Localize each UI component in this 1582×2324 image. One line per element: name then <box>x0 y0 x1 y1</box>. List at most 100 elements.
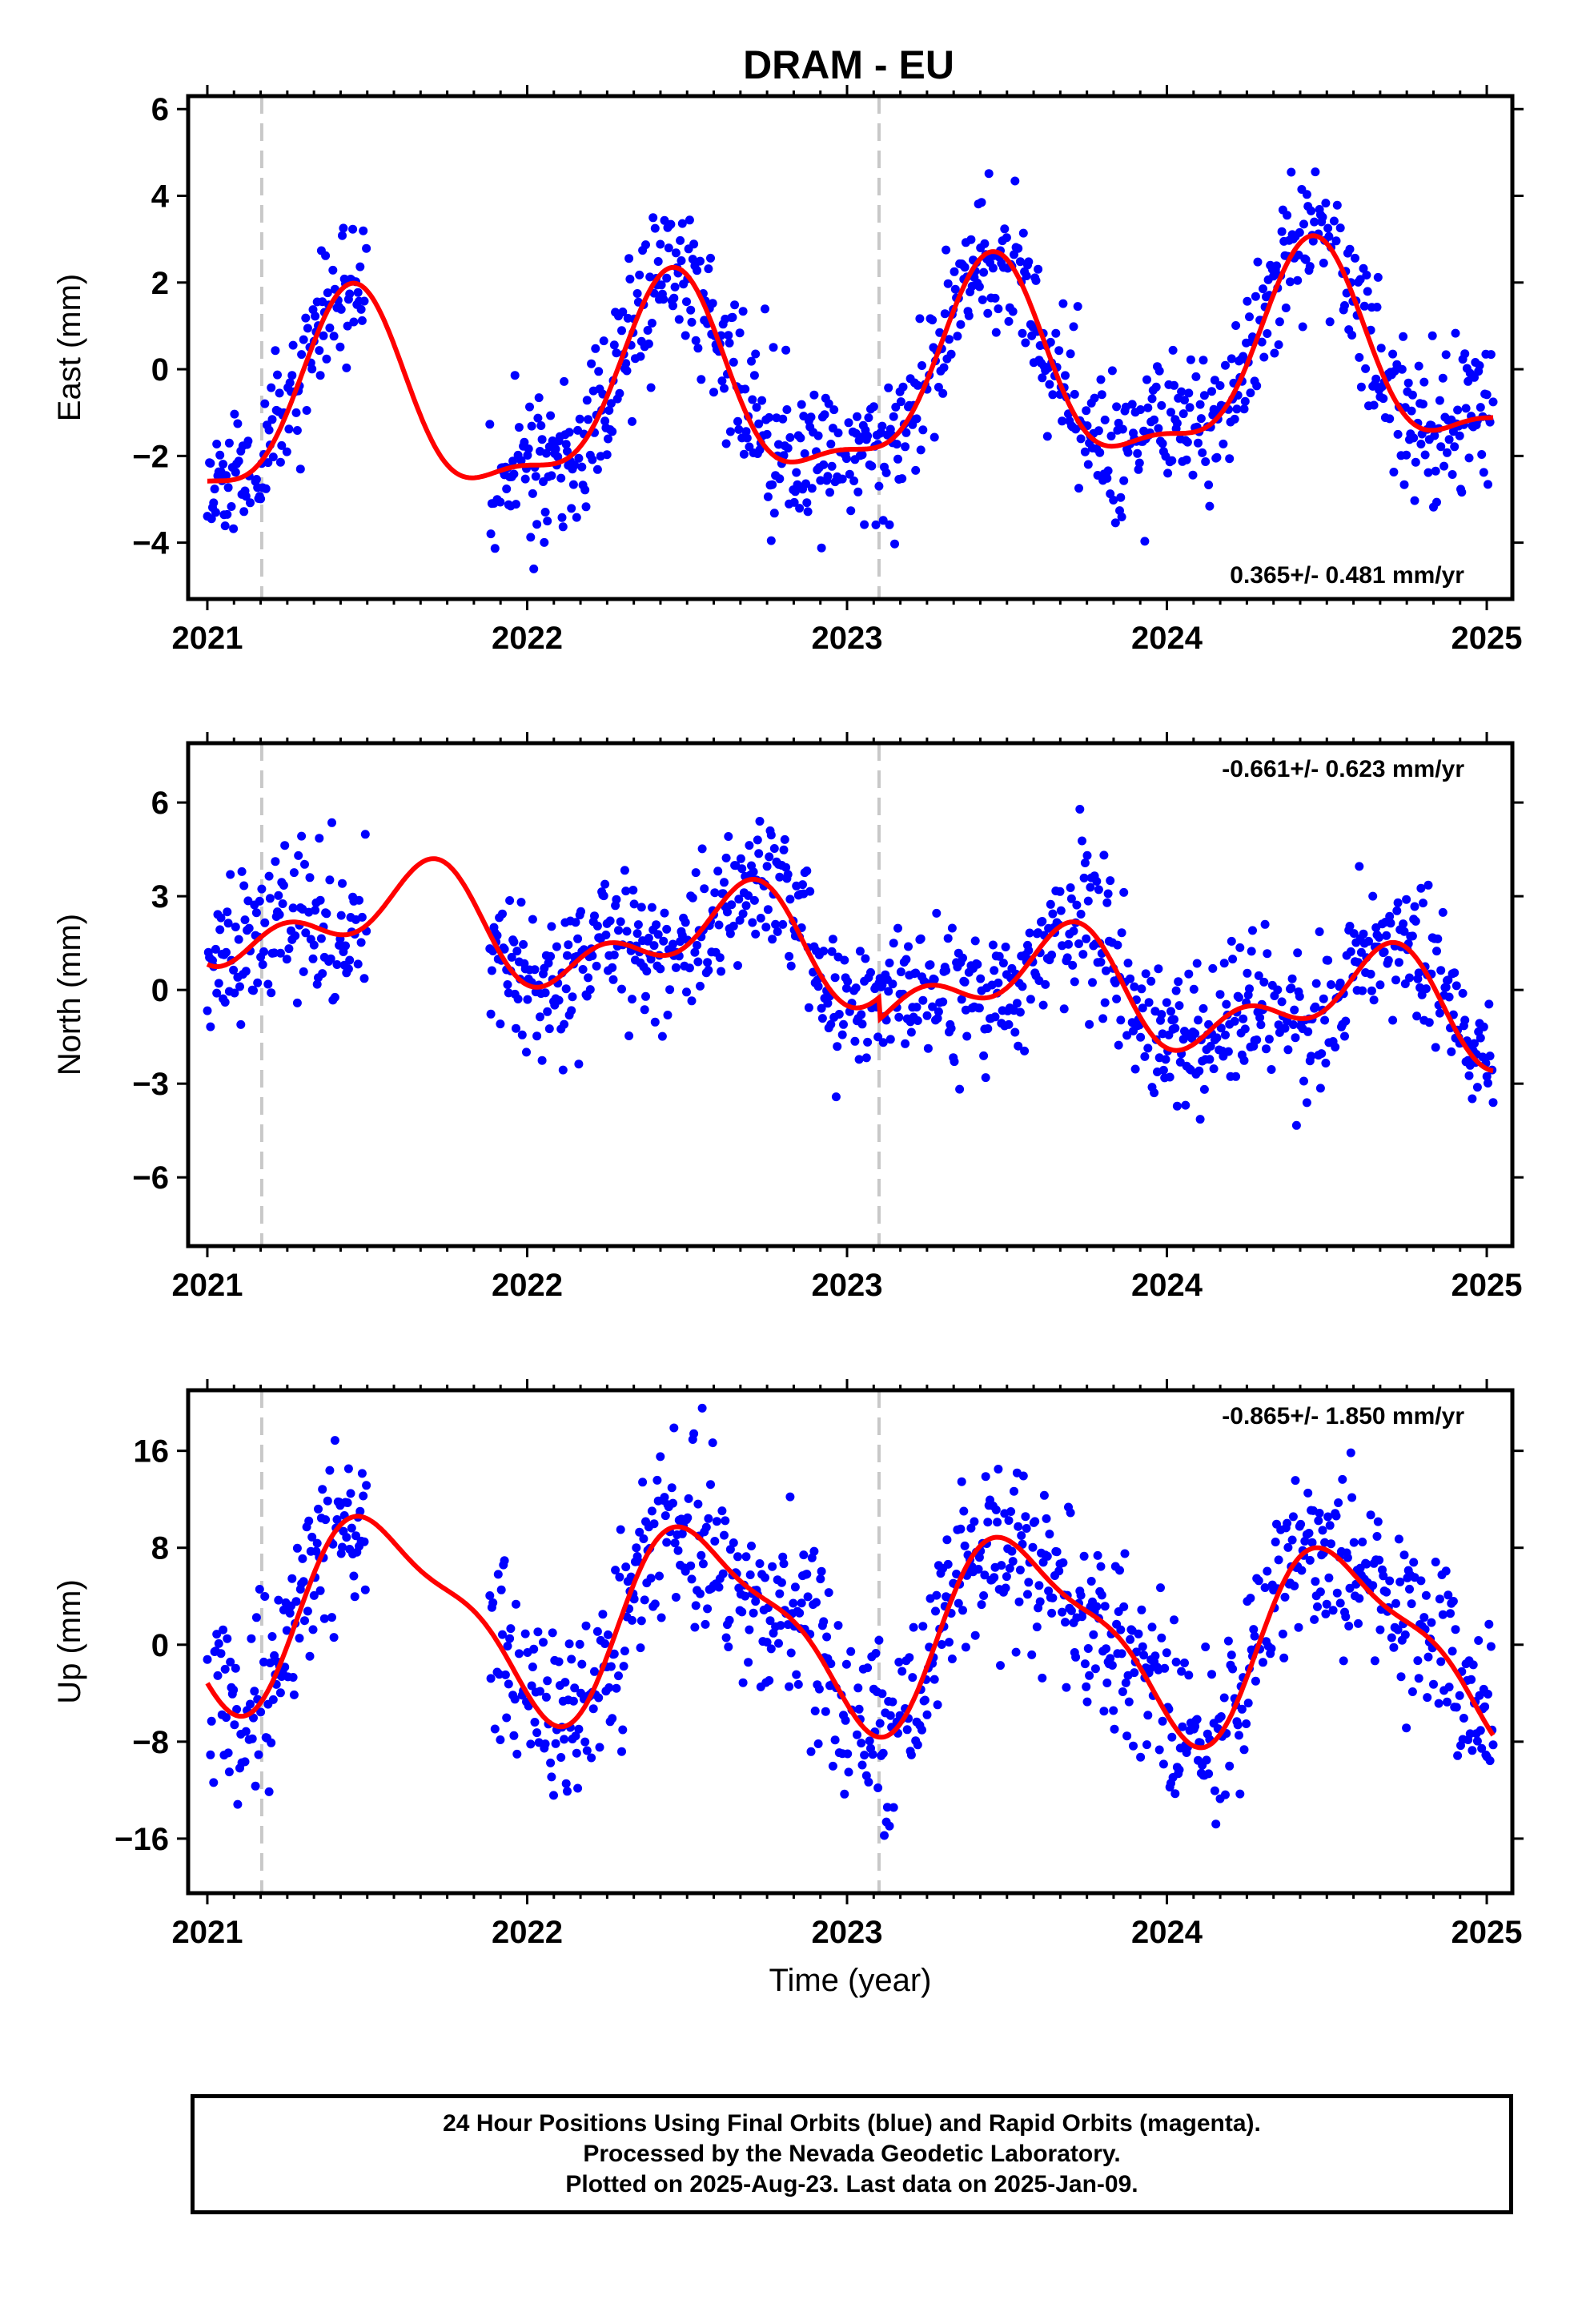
data-point <box>723 907 732 917</box>
data-point <box>1464 453 1474 463</box>
data-point <box>1011 1647 1021 1657</box>
data-point <box>1252 381 1262 391</box>
data-point <box>636 1616 646 1626</box>
data-point <box>873 1783 883 1792</box>
data-point <box>1294 1622 1303 1632</box>
data-point <box>1066 349 1075 359</box>
data-point <box>241 967 251 976</box>
data-point <box>796 433 805 443</box>
data-point <box>1201 457 1211 466</box>
data-point <box>661 1511 670 1521</box>
data-point <box>1430 431 1439 440</box>
data-point <box>356 938 366 947</box>
data-point <box>749 895 759 905</box>
data-point <box>632 289 642 298</box>
data-point <box>957 995 966 1004</box>
data-point <box>647 1506 656 1516</box>
data-point <box>307 364 317 374</box>
data-point <box>881 468 891 477</box>
data-point <box>229 524 239 533</box>
data-point <box>958 1606 967 1615</box>
data-point <box>1006 1507 1016 1516</box>
data-point <box>926 960 935 970</box>
data-point <box>727 900 737 910</box>
data-point <box>558 1065 568 1075</box>
data-point <box>612 895 621 904</box>
data-point <box>1046 337 1055 347</box>
data-point <box>1022 1524 1031 1533</box>
data-point <box>537 435 547 444</box>
data-point <box>1453 1751 1463 1760</box>
data-point <box>1174 1765 1184 1775</box>
data-point <box>682 297 691 307</box>
data-point <box>938 388 948 398</box>
data-point <box>1157 1010 1166 1019</box>
data-point <box>1206 1041 1215 1051</box>
data-point <box>978 295 987 304</box>
y-tick-label: 8 <box>151 1531 169 1566</box>
data-point <box>357 316 367 325</box>
data-point <box>1318 212 1327 222</box>
data-point <box>223 907 232 917</box>
x-tick-label: 2025 <box>1452 1268 1523 1303</box>
data-point <box>539 1638 548 1647</box>
data-point <box>237 866 247 876</box>
data-point <box>1146 976 1156 986</box>
data-point <box>1170 380 1178 390</box>
data-point <box>1109 496 1118 505</box>
data-point <box>853 412 861 421</box>
data-point <box>214 1638 223 1648</box>
data-point <box>543 517 552 526</box>
data-point <box>724 1642 733 1651</box>
data-point <box>568 1696 578 1706</box>
data-point <box>809 1546 819 1556</box>
data-point <box>1433 934 1443 943</box>
data-point <box>1142 375 1151 384</box>
data-point <box>1071 424 1081 434</box>
data-point <box>284 944 294 954</box>
data-point <box>785 1492 795 1502</box>
data-point <box>812 1598 821 1607</box>
data-point <box>215 925 225 935</box>
data-point <box>831 1092 841 1102</box>
data-point <box>1090 1664 1100 1674</box>
data-point <box>1385 1576 1395 1586</box>
data-point <box>510 1695 520 1704</box>
data-point <box>773 927 782 936</box>
data-point <box>976 974 986 983</box>
data-point <box>1399 332 1408 341</box>
data-point <box>600 1639 610 1648</box>
data-point <box>1180 396 1189 405</box>
data-point <box>1464 1071 1474 1080</box>
data-point <box>570 1683 580 1693</box>
data-point <box>768 935 777 944</box>
data-point <box>934 1007 943 1016</box>
data-point <box>353 959 363 969</box>
data-point <box>1476 1033 1485 1043</box>
data-point <box>1468 1660 1478 1670</box>
data-point <box>934 383 943 392</box>
data-point <box>1332 200 1342 210</box>
data-point <box>685 215 694 225</box>
data-point <box>854 1704 864 1714</box>
data-point <box>1361 364 1371 373</box>
data-point <box>1032 1622 1042 1632</box>
data-point <box>778 919 788 929</box>
data-point <box>1259 352 1269 362</box>
data-point <box>592 464 602 474</box>
data-point <box>532 1728 542 1738</box>
data-point <box>1088 978 1097 987</box>
data-point <box>1382 931 1391 940</box>
data-point <box>954 1598 963 1608</box>
data-point <box>577 462 587 472</box>
data-point <box>492 931 502 940</box>
data-point <box>763 905 773 915</box>
data-point <box>685 963 694 973</box>
data-point <box>1263 329 1272 338</box>
data-point <box>1407 1599 1416 1609</box>
y-axis-title: Up (mm) <box>52 1579 87 1704</box>
data-point <box>1114 1040 1123 1050</box>
data-point <box>953 332 962 341</box>
